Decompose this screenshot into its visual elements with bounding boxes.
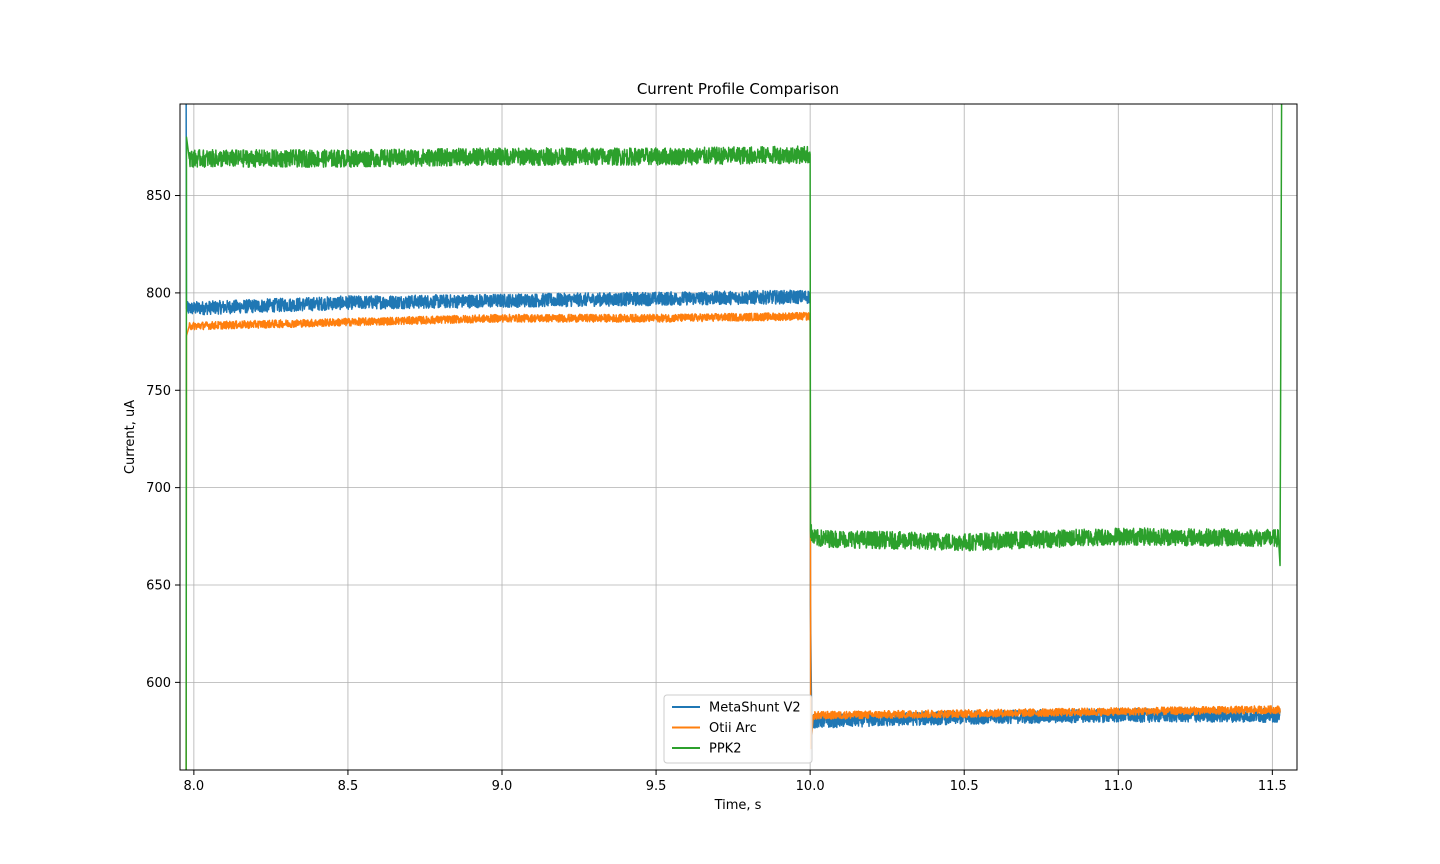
- x-tick-label: 11.5: [1258, 779, 1287, 794]
- y-axis: 600 650 700 750 800 850: [146, 189, 180, 691]
- x-tick-label: 11.0: [1104, 779, 1133, 794]
- y-axis-label: Current, uA: [123, 400, 138, 474]
- y-tick-label: 750: [146, 384, 171, 399]
- plot-frame: [179, 103, 1298, 771]
- x-tick-label: 10.5: [950, 779, 979, 794]
- grid: [180, 104, 1297, 770]
- y-tick-label: 700: [146, 481, 171, 496]
- legend-label: PPK2: [709, 742, 741, 757]
- legend: MetaShunt V2 Otii Arc PPK2: [663, 694, 813, 764]
- legend-label: Otii Arc: [709, 721, 757, 736]
- x-tick-label: 9.0: [492, 779, 513, 794]
- x-tick-label: 9.5: [646, 779, 667, 794]
- y-tick-label: 600: [146, 676, 171, 691]
- series-layer: [185, 104, 1283, 770]
- x-axis: 8.0 8.5 9.0 9.5 10.0 10.5 11.0 11.5: [184, 770, 1287, 794]
- y-tick-label: 850: [146, 189, 171, 204]
- x-tick-label: 8.0: [184, 779, 205, 794]
- legend-box: [663, 694, 813, 764]
- chart-title: Current Profile Comparison: [637, 80, 839, 98]
- series-line-1: [185, 311, 1281, 770]
- legend-label: MetaShunt V2: [709, 701, 801, 716]
- y-tick-label: 650: [146, 579, 171, 594]
- x-axis-label: Time, s: [714, 798, 762, 813]
- x-tick-label: 8.5: [338, 779, 359, 794]
- y-tick-label: 800: [146, 286, 171, 301]
- series-line-0: [185, 104, 1281, 729]
- x-tick-label: 10.0: [796, 779, 825, 794]
- series-line-2: [185, 104, 1283, 770]
